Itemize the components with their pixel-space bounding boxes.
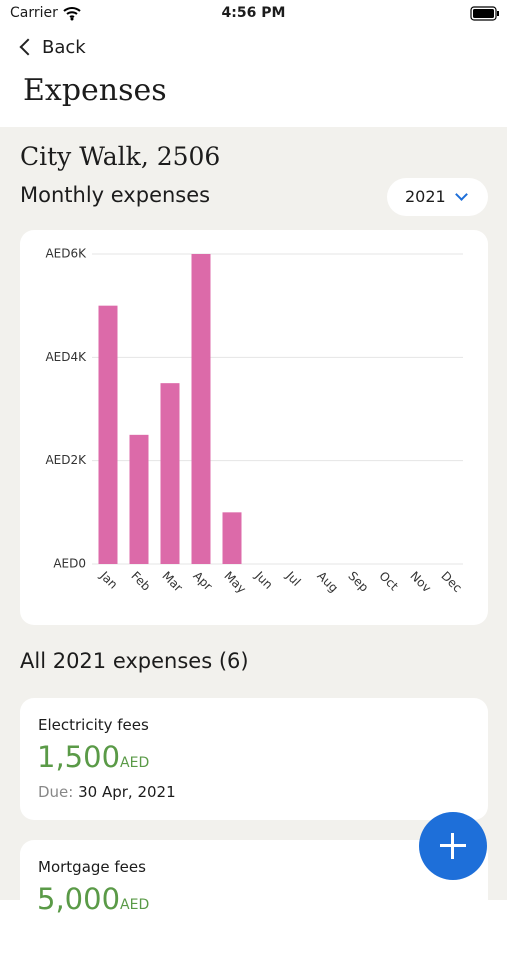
expense-amount: 5,000 <box>37 882 121 916</box>
y-tick-label: AED2K <box>45 453 87 467</box>
expense-card[interactable]: Mortgage fees 5,000AED <box>20 840 488 962</box>
y-tick-label: AED4K <box>45 350 87 364</box>
screen: Carrier 4:56 PM Back Expenses City Walk,… <box>0 5 507 916</box>
x-tick-label: Mar <box>159 569 185 595</box>
y-tick-label: AED6K <box>45 247 87 261</box>
due-row: Due: 30 Apr, 2021 <box>38 783 176 801</box>
chart-card: AED0 AED2K AED4K AED6K Jan Feb Mar Apr May Jun Jul… <box>20 230 488 625</box>
bar <box>129 434 149 564</box>
carrier: Carrier <box>10 5 58 21</box>
expense-currency: AED <box>120 755 150 771</box>
due-date: 30 Apr, 2021 <box>78 783 176 801</box>
x-tick-label: Jul <box>283 568 304 589</box>
expense-name: Electricity fees <box>38 716 149 734</box>
back-button[interactable]: Back <box>19 37 86 58</box>
chart: AED0 AED2K AED4K AED6K Jan Feb Mar Apr May Jun Jul… <box>45 247 464 597</box>
list-title: All 2021 expenses (6) <box>20 649 249 673</box>
bar <box>191 254 211 564</box>
x-tick-label: Dec <box>438 569 464 595</box>
x-tick-label: Oct <box>376 569 401 594</box>
battery-icon <box>470 6 499 21</box>
x-tick-label: Feb <box>128 569 153 594</box>
year-picker[interactable]: 2021 <box>387 178 488 216</box>
expense-currency: AED <box>120 897 150 913</box>
clock: 4:56 PM <box>221 5 286 21</box>
expense-amount-row: 5,000AED <box>37 882 149 916</box>
expense-amount-row: 1,500AED <box>37 740 149 774</box>
x-tick-label: Aug <box>314 569 340 595</box>
due-label: Due: <box>38 783 74 801</box>
expense-name: Mortgage fees <box>38 858 146 876</box>
expense-amount: 1,500 <box>37 740 121 774</box>
x-tick-label: Jan <box>97 568 121 592</box>
back-label: Back <box>42 37 86 58</box>
page-title: Expenses <box>23 73 167 108</box>
add-button[interactable] <box>419 812 487 880</box>
x-tick-label: Apr <box>190 569 215 594</box>
property-name: City Walk, 2506 <box>20 142 221 171</box>
expense-card[interactable]: Electricity fees 1,500AED Due: 30 Apr, 2… <box>20 698 488 820</box>
x-tick-label: Sep <box>345 569 371 595</box>
wifi-icon <box>63 7 81 21</box>
bar <box>222 512 242 564</box>
x-tick-label: May <box>221 569 248 596</box>
bar <box>160 383 180 564</box>
section-title: Monthly expenses <box>20 183 211 207</box>
year-label: 2021 <box>405 187 446 206</box>
x-tick-label: Nov <box>407 569 433 595</box>
x-tick-label: Jun <box>252 568 276 592</box>
bar <box>98 305 118 564</box>
y-tick-label: AED0 <box>53 557 86 571</box>
